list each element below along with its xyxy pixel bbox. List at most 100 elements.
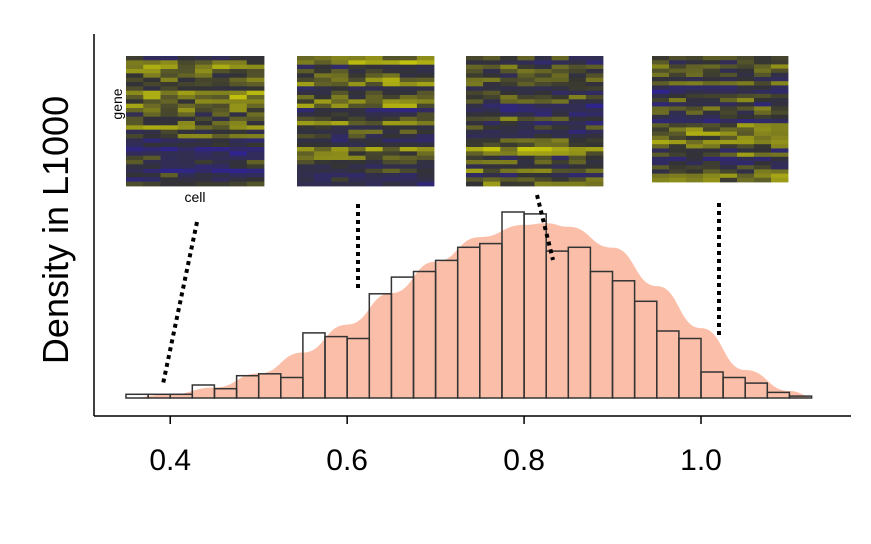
heatmap-cell [126,64,144,70]
heatmap-cell [517,151,535,157]
heatmap-cell [314,164,332,170]
heatmap-cell [195,108,213,113]
heatmap-cell [652,64,670,69]
heatmap-cell [500,108,518,113]
heatmap-cell [551,125,570,131]
heatmap-cell [466,64,484,70]
heatmap-cell [348,82,366,87]
heatmap-cell [720,72,738,78]
heatmap-cell [143,69,161,74]
heatmap-cell [212,173,230,178]
heatmap-cell [534,112,553,118]
heatmap-cell [534,155,553,161]
heatmap-cell [483,160,501,165]
heatmap-cell [348,73,366,79]
heatmap-cell [585,69,604,74]
heatmap-cell [177,73,196,79]
heatmap-cell [669,81,687,86]
heatmap-cell [500,142,518,148]
heatmap-cell [703,173,721,179]
heatmap-cell [246,160,265,165]
heatmap-cell [365,181,384,187]
heatmap-cell [365,134,384,139]
heatmap-cell [160,99,179,105]
heatmap-cell [483,121,501,126]
heatmap-cell [551,64,570,70]
heatmap-cell [348,142,366,148]
heatmap-cell [771,77,789,82]
heatmap-cell [534,103,553,109]
heatmap-cell [348,112,366,118]
heatmap-cell [177,90,196,96]
heatmap-cell [177,103,196,109]
heatmap-cell [534,99,553,105]
heatmap-cell [500,147,518,152]
heatmap-cell [686,93,704,99]
heatmap-insets: gene cell [109,56,789,205]
heatmap-cell [517,95,535,100]
heatmap-cell [568,168,587,174]
heatmap-cell [500,181,518,187]
heatmap-cell [348,77,366,83]
heatmap-cell [229,177,248,183]
heatmap-cell [246,64,265,70]
heatmap-cell [160,125,179,131]
heatmap-cell [331,69,349,74]
heatmap-cell [466,138,484,144]
heatmap-cell [143,138,161,144]
heatmap-cell [314,177,332,183]
heatmap-cell [297,138,315,144]
heatmap-cell [686,81,704,86]
heatmap-cell [212,121,230,126]
heatmap-cell [365,138,384,144]
heatmap-cell [483,103,501,109]
heatmap-cell [195,103,213,109]
heatmap-cell [568,177,587,183]
heatmap-cell [771,68,789,74]
heatmap-cell [399,108,418,113]
heatmap-cell [686,135,704,141]
heatmap-cell [500,121,518,126]
heatmap-cell [399,181,418,187]
heatmap-cell [348,56,366,61]
heatmap-cell [652,89,670,95]
heatmap-cell [314,134,332,139]
heatmap-cell [669,156,687,162]
heatmap-cell [737,127,755,132]
heatmap-cell [483,138,501,144]
heatmap-cell [568,64,587,70]
heatmap-cell [160,82,179,87]
heatmap-cell [382,134,401,139]
heatmap-cell [500,151,518,157]
heatmap-cell [771,110,789,116]
heatmap-cell [720,152,738,158]
heatmap-cell [568,138,587,144]
heatmap-cell [720,68,738,74]
heatmap-cell [551,73,570,79]
heatmap-cell [686,56,704,61]
heatmap-cell [534,160,553,165]
heatmap-cell [212,116,230,122]
heatmap-cell [686,89,704,95]
heatmap-cell [585,138,604,144]
heatmap-cell [297,69,315,74]
heatmap-cell [160,90,179,96]
heatmap-cell [720,123,738,128]
heatmap-cell [483,147,501,152]
heatmap-cell [568,103,587,109]
heatmap-cell [754,119,772,124]
heatmap-cell [551,86,570,92]
heatmap-cell [534,138,553,144]
heatmap-cell [331,86,349,92]
heatmap-cell [483,69,501,74]
heatmap-cell [297,164,315,170]
heatmap-cell [365,151,384,157]
heatmap-cell [551,173,570,178]
heatmap-cell [771,127,789,132]
heatmap-cell [585,168,604,174]
heatmap-cell [195,69,213,74]
heatmap-cell [246,99,265,105]
heatmap-cell [126,86,144,92]
heatmap-cell [212,64,230,70]
heatmap-cell [416,116,435,122]
